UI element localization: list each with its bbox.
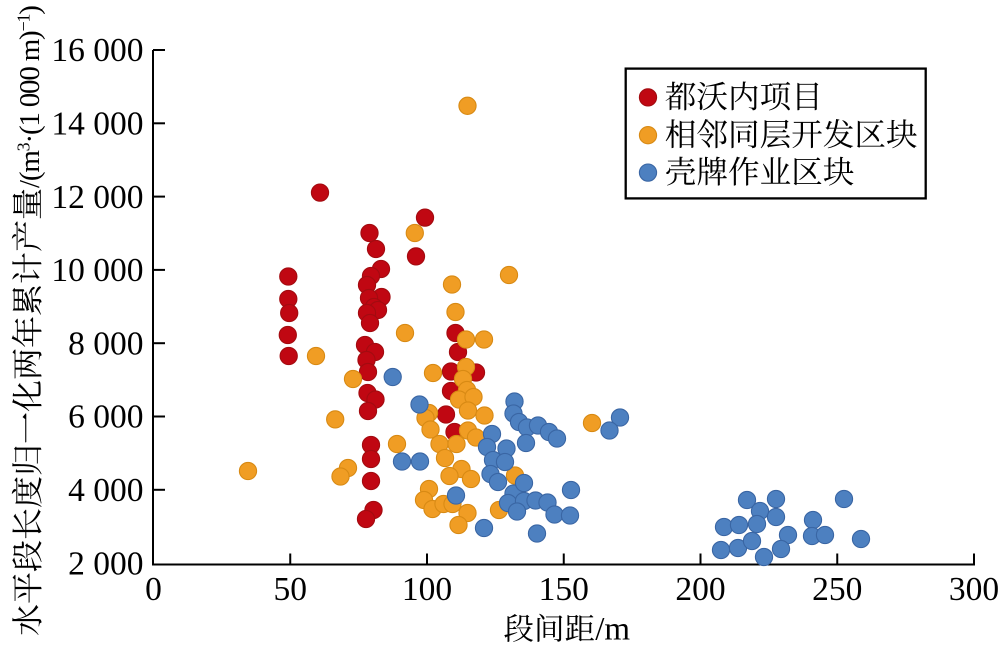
svg-text:50: 50 [273, 571, 307, 608]
svg-text:250: 250 [812, 571, 862, 608]
svg-text:300: 300 [949, 571, 999, 608]
svg-text:/(m3·(1 000 m)−1): /(m3·(1 000 m)−1) [14, 6, 47, 188]
svg-text:200: 200 [675, 571, 725, 608]
svg-text:4 000: 4 000 [68, 472, 143, 509]
svg-text:150: 150 [539, 571, 589, 608]
svg-text:100: 100 [402, 571, 452, 608]
svg-text:8 000: 8 000 [68, 325, 143, 362]
svg-text:16 000: 16 000 [51, 32, 143, 69]
svg-text:14 000: 14 000 [51, 106, 143, 143]
svg-text:0: 0 [145, 571, 162, 608]
svg-text:/m: /m [595, 612, 630, 648]
svg-text:2 000: 2 000 [68, 546, 143, 583]
svg-text:6 000: 6 000 [68, 399, 143, 436]
svg-text:12 000: 12 000 [51, 179, 143, 216]
svg-text:10 000: 10 000 [51, 252, 143, 289]
